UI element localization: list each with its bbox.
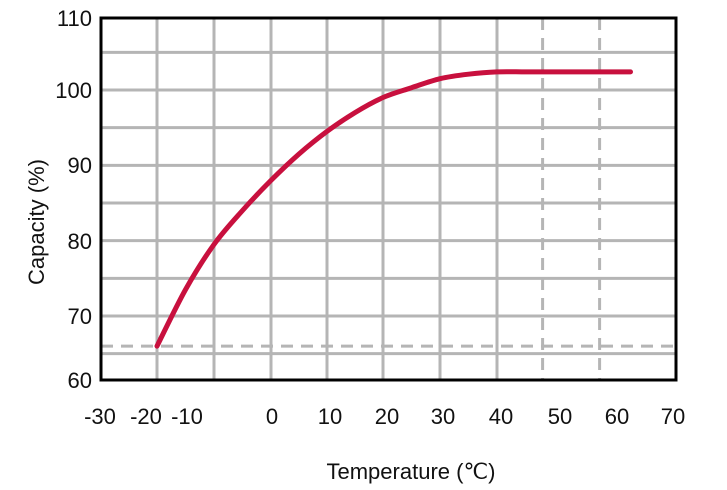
- x-tick-label: 70: [661, 404, 685, 429]
- x-tick-label: 0: [266, 404, 278, 429]
- x-tick-label: 20: [375, 404, 399, 429]
- y-tick-label: 90: [68, 153, 92, 178]
- x-tick-label: 60: [605, 404, 629, 429]
- y-axis-ticks: 60 70 80 90 100 110: [55, 6, 92, 393]
- y-tick-label: 110: [57, 6, 92, 31]
- y-tick-label: 60: [68, 368, 92, 393]
- x-tick-label: 40: [489, 404, 513, 429]
- x-axis-ticks: -30 -20 -10 0 10 20 30 40 50 60 70: [84, 404, 685, 429]
- x-tick-label: -10: [171, 404, 203, 429]
- y-tick-label: 70: [68, 304, 92, 329]
- x-tick-label: 10: [318, 404, 342, 429]
- x-tick-label: -30: [84, 404, 116, 429]
- y-axis-label: Capacity (%): [24, 159, 49, 285]
- x-axis-label: Temperature (℃): [327, 459, 496, 484]
- series-layer: [154, 69, 633, 349]
- plot-frame: [99, 16, 678, 382]
- x-tick-label: 50: [548, 404, 572, 429]
- x-tick-label: -20: [130, 404, 162, 429]
- series-line-0: [154, 69, 633, 349]
- x-tick-label: 30: [431, 404, 455, 429]
- y-tick-label: 80: [68, 229, 92, 254]
- reference-lines: [101, 18, 676, 380]
- y-tick-label: 100: [55, 78, 92, 103]
